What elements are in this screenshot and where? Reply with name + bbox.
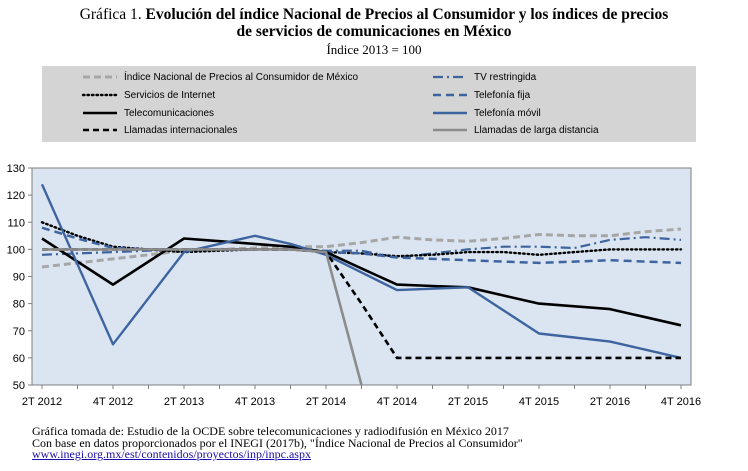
footer: Gráfica tomada de: Estudio de la OCDE so…	[32, 424, 523, 461]
legend-label: Llamadas internacionales	[124, 124, 238, 136]
source-detail: Con base en datos proporcionados por el …	[32, 435, 523, 450]
series-line-llamadas-de-larga-distancia	[42, 248, 363, 385]
legend-swatch	[82, 93, 118, 97]
y-tick-label: 90	[13, 272, 25, 284]
legend-item-telefonia-movil: Telefonía móvil	[432, 105, 541, 121]
title-line-1: Gráfica 1. Evolución del índice Nacional…	[0, 6, 748, 23]
y-tick-label: 130	[7, 163, 25, 175]
chart-area: 50 60 70 80 90 100 110 120 130 2T 2012 4T 2012 2T 2…	[0, 154, 748, 416]
legend-swatch	[83, 111, 117, 115]
y-tick-label: 50	[13, 380, 25, 392]
x-tick-label: 2T 2013	[164, 396, 204, 408]
x-tick-label: 4T 2012	[93, 396, 133, 408]
series-line-servicios-de-internet	[40, 221, 683, 258]
plot-area	[31, 167, 692, 386]
legend-label: Telefonía móvil	[474, 107, 541, 119]
legend-swatch	[433, 128, 467, 132]
legend-item-llamadas-de-larga-distancia: Llamadas de larga distancia	[432, 122, 599, 138]
legend-item-tv-restringida: TV restringida	[432, 69, 536, 85]
x-tick-label: 2T 2014	[306, 396, 346, 408]
legend-label: TV restringida	[474, 71, 537, 83]
legend-label: Telecomunicaciones	[124, 107, 215, 119]
x-tick-label: 2T 2012	[22, 396, 62, 408]
line-chart: 50 60 70 80 90 100 110 120 130 2T 2012 4T 2012 2T 2…	[7, 163, 701, 408]
source-line: Gráfica tomada de: Estudio de la OCDE so…	[32, 424, 509, 438]
title-bold-2: de servicios de comunicaciones en México	[236, 23, 512, 40]
legend-swatch	[83, 128, 117, 132]
title-bold-1: Evolución del índice Nacional de Precios…	[145, 6, 669, 23]
legend-swatch	[83, 75, 117, 79]
x-tick-label: 4T 2016	[661, 396, 701, 408]
chart-subtitle: Índice 2013 = 100	[326, 42, 422, 57]
y-tick-label: 80	[13, 299, 25, 311]
legend-swatch	[433, 93, 467, 97]
x-tick-label: 4T 2015	[519, 396, 559, 408]
title-line-2: de servicios de comunicaciones en México	[0, 23, 748, 40]
legend-item-servicios-de-internet: Servicios de Internet	[82, 87, 215, 103]
x-tick-label: 4T 2014	[377, 396, 417, 408]
x-tick-label: 2T 2015	[448, 396, 488, 408]
y-tick-label: 70	[13, 326, 25, 338]
figure-label: Gráfica 1.	[79, 6, 142, 23]
legend-swatch	[433, 75, 467, 79]
legend-item-indice-nacional-de-precios-al-consumidor-de-mexico: Índice Nacional de Precios al Consumidor…	[82, 69, 358, 85]
legend-swatch	[433, 111, 467, 115]
legend-item-llamadas-internacionales: Llamadas internacionales	[82, 122, 237, 138]
x-tick-label: 4T 2013	[235, 396, 275, 408]
legend-label: Índice Nacional de Precios al Consumidor…	[124, 71, 359, 83]
series-line-telecomunicaciones	[41, 237, 682, 327]
series-group	[40, 183, 683, 385]
series-line-telefonia-movil	[40, 183, 682, 360]
source-link[interactable]: www.inegi.org.mx/est/contenidos/proyecto…	[32, 447, 311, 461]
y-tick-label: 120	[7, 190, 25, 202]
series-line-indice-nacional-de-precios-al-consumidor-de-mexico	[41, 227, 682, 269]
legend: Índice Nacional de Precios al Consumidor…	[42, 66, 696, 142]
y-tick-label: 110	[7, 217, 25, 229]
legend-label: Llamadas de larga distancia	[474, 124, 599, 136]
y-tick-label: 60	[13, 353, 25, 365]
legend-item-telefonia-fija: Telefonía fija	[432, 87, 530, 103]
x-tick-label: 2T 2016	[590, 396, 630, 408]
legend-item-telecomunicaciones: Telecomunicaciones	[82, 105, 214, 121]
chart-title: Gráfica 1. Evolución del índice Nacional…	[0, 6, 748, 40]
legend-label: Telefonía fija	[474, 89, 531, 101]
y-tick-label: 100	[7, 244, 25, 256]
legend-label: Servicios de Internet	[124, 89, 216, 101]
